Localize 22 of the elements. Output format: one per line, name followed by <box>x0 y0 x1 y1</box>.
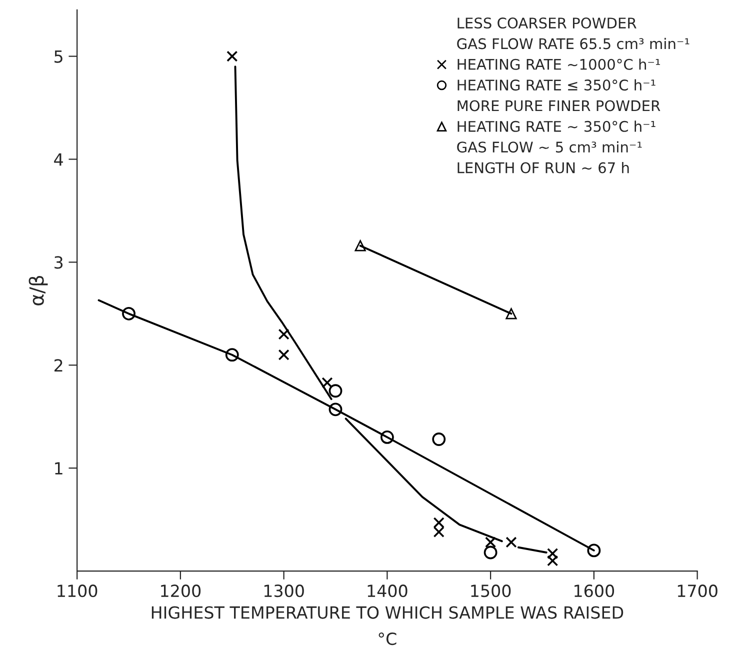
x-tick-label: 1400 <box>368 584 408 598</box>
legend-label: HEATING RATE ~ 350°C h⁻¹ <box>458 120 656 132</box>
x-tick-label: 1200 <box>161 584 201 598</box>
y-tick-label: 4 <box>54 153 63 166</box>
legend-label: HEATING RATE ~1000°C h⁻¹ <box>458 58 660 70</box>
x-tick-label: 1100 <box>58 584 98 598</box>
annotation: LENGTH OF RUN ~ 67 h <box>458 162 629 174</box>
annotation: GAS FLOW RATE 65.5 cm³ min⁻¹ <box>457 38 690 50</box>
legend-label: HEATING RATE ≤ 350°C h⁻¹ <box>458 79 656 91</box>
y-tick-label: 2 <box>54 359 62 372</box>
y-tick-label: 5 <box>54 50 62 63</box>
y-axis-title: α/β <box>28 276 48 306</box>
y-tick-label: 3 <box>54 256 63 269</box>
annotation: LESS COARSER POWDER <box>458 18 636 29</box>
y-tick-label: 1 <box>55 462 62 474</box>
x-tick-label: 1700 <box>678 584 718 598</box>
x-tick-label: 1600 <box>574 584 614 598</box>
x-axis-title: HIGHEST TEMPERATURE TO WHICH SAMPLE WAS RAISED °C <box>152 606 624 646</box>
x-tick-label: 1300 <box>264 584 304 598</box>
x-tick-label: 1500 <box>471 584 511 598</box>
annotation: MORE PURE FINER POWDER <box>458 100 660 112</box>
annotation: GAS FLOW ~ 5 cm³ min⁻¹ <box>457 141 642 153</box>
